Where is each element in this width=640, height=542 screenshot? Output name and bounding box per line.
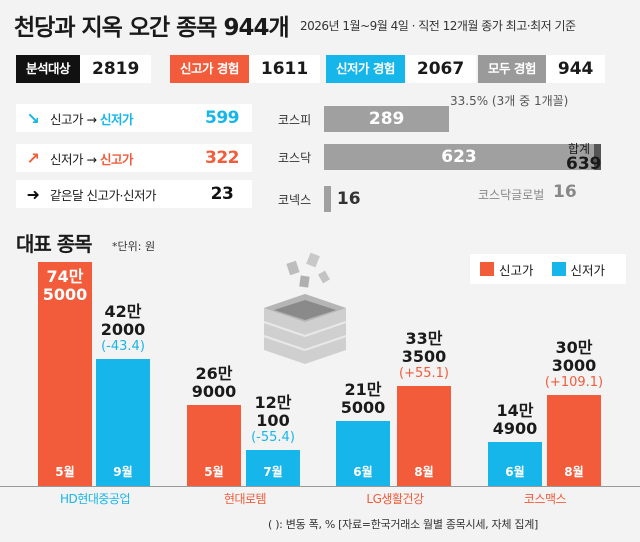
bar-month-label: 7월: [263, 464, 283, 479]
flow-from: 신저가: [50, 151, 84, 167]
chart-legend: 신고가 신저가: [470, 254, 626, 284]
page-title: 천당과 지옥 오간 종목 944개: [14, 15, 290, 41]
bar-change-label: (+109.1): [544, 374, 604, 390]
market-extra-label: 코스닥글로벌: [478, 188, 545, 202]
flow-from: 신고가: [50, 111, 84, 127]
market-label: 코스닥: [278, 151, 312, 165]
summary-item: 신고가 경험 1611: [170, 55, 321, 83]
bar-5: 8월: [397, 385, 451, 486]
legend-label-high: 신고가: [499, 262, 534, 278]
bar-change-label: (+55.1): [399, 365, 449, 381]
flow-to: 신저가: [99, 111, 134, 127]
market-extra-bar: [594, 144, 601, 170]
flow-label: 신고가 → 신저가: [50, 109, 192, 128]
bar-value-label: 74만 5000: [42, 267, 88, 304]
market-total-label: 합계: [568, 142, 591, 156]
summary-item: 분석대상 2819: [16, 55, 152, 83]
market-label: 코넥스: [278, 193, 312, 207]
bar-month-label: 6월: [505, 464, 525, 479]
market-extra-value: 16: [553, 182, 577, 202]
chart-baseline: [0, 486, 640, 487]
summary-value: 1611: [248, 55, 321, 83]
summary-label: 신고가 경험: [170, 55, 249, 83]
bar-2: 5월: [187, 405, 241, 486]
flow-value: 322: [205, 148, 240, 168]
bar-1: 9월: [96, 359, 150, 486]
company-label: 코스맥스: [523, 492, 567, 506]
bar-value-label: 26만 9000: [191, 364, 237, 402]
summary-label: 분석대상: [16, 55, 81, 83]
bar-4: 6월: [336, 421, 390, 486]
bar-change-label: (-43.4): [101, 339, 145, 355]
legend-swatch-low: [551, 262, 566, 276]
summary-label: 신저가 경험: [326, 55, 405, 83]
flow-value: 599: [205, 108, 240, 128]
summary-value: 2067: [404, 55, 477, 83]
company-label: LG생활건강: [366, 492, 424, 506]
bar-value-label: 33만 3500: [401, 328, 447, 366]
bar-value-label: 42만 2000: [100, 302, 146, 340]
market-bar: 623: [324, 144, 594, 170]
section-title: 대표 종목: [16, 232, 93, 256]
arrow-right-icon: ➜: [26, 184, 40, 204]
market-bar: [324, 186, 331, 212]
flow-label: 신저가 → 신고가: [50, 149, 192, 168]
flow-from: 같은달 신고가·신저가: [50, 187, 156, 203]
legend-swatch-high: [480, 262, 494, 276]
page-subtitle: 2026년 1월~9월 4일 · 직전 12개월 종가 최고·최저 기준: [300, 19, 576, 33]
flow-to: 신고가: [99, 151, 134, 167]
summary-label: 모두 경험: [478, 55, 546, 83]
summary-item: 모두 경험 944: [478, 55, 606, 83]
market-bar: 289: [324, 106, 450, 132]
footer-source: ( ): 변동 폭, % [자료=한국거래소 월별 종목시세, 자체 집계]: [268, 518, 539, 531]
arrow-down-right-icon: ↘: [26, 108, 40, 128]
summary-note: 33.5% (3개 중 1개꼴): [450, 94, 569, 108]
market-value: 16: [336, 189, 361, 209]
bar-month-label: 5월: [204, 464, 224, 479]
bar-value-label: 12만 100: [254, 392, 292, 430]
bar-change-label: (-55.4): [251, 429, 295, 445]
bar-value-label: 14만 4900: [492, 401, 538, 439]
market-label: 코스피: [278, 113, 312, 127]
bar-3: 7월: [246, 449, 300, 486]
summary-item: 신저가 경험 2067: [326, 55, 477, 83]
bar-7: 8월: [547, 394, 601, 486]
bar-6: 6월: [488, 442, 542, 486]
flow-arrow: →: [83, 151, 100, 167]
market-total-value: 639: [566, 154, 602, 174]
summary-value: 2819: [80, 55, 152, 83]
flow-row: ↘ 신고가 → 신저가 599: [16, 104, 252, 132]
bar-value-label: 30만 3000: [551, 337, 597, 375]
arrow-up-right-icon: ↗: [26, 148, 40, 168]
unit-note: *단위: 원: [112, 240, 156, 253]
bar-month-label: 8월: [564, 464, 584, 479]
flow-row: ➜ 같은달 신고가·신저가 23: [16, 180, 252, 208]
bar-value-label: 21만 5000: [340, 380, 386, 418]
bar-0: 5월: [38, 262, 92, 486]
bar-month-label: 9월: [113, 464, 133, 479]
legend-label-low: 신저가: [570, 262, 606, 278]
company-label: 현대로템: [223, 492, 267, 506]
bar-month-label: 6월: [353, 464, 373, 479]
flow-arrow: →: [83, 111, 100, 127]
flow-row: ↗ 신저가 → 신고가 322: [16, 144, 252, 172]
company-label: HD현대중공업: [60, 492, 130, 506]
box-illustration: [263, 252, 347, 364]
summary-value: 944: [545, 55, 606, 83]
flow-value: 23: [210, 184, 234, 204]
bar-month-label: 8월: [414, 464, 434, 479]
flow-label: 같은달 신고가·신저가: [50, 185, 192, 204]
bar-month-label: 5월: [55, 465, 75, 479]
